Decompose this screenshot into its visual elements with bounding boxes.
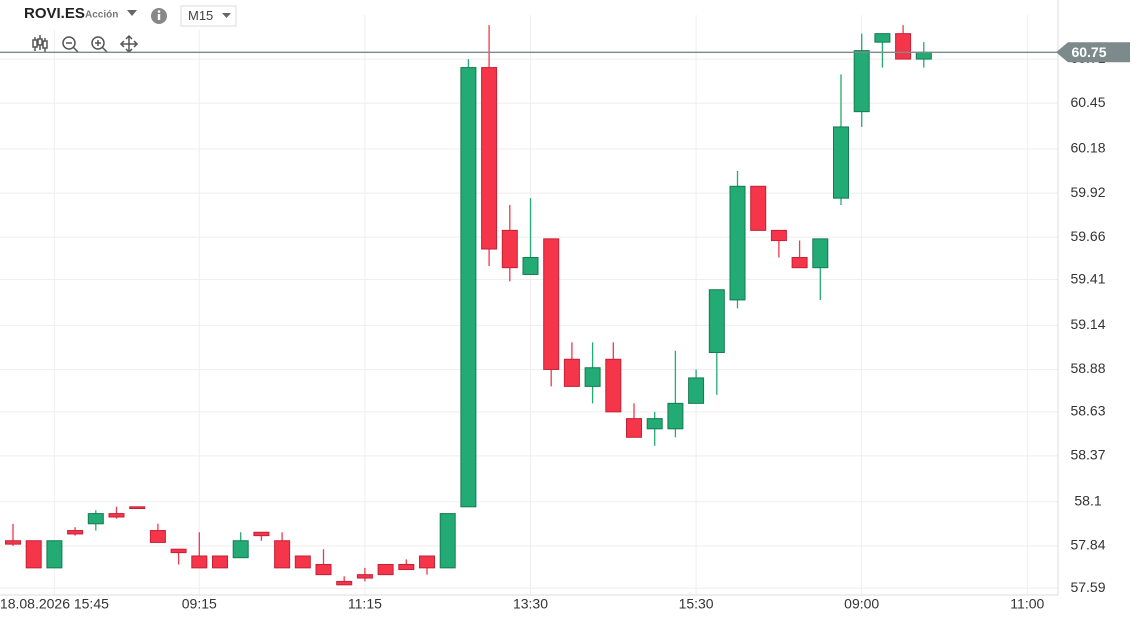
candle-body [626, 418, 642, 438]
x-tick-label: 11:00 [1010, 596, 1044, 612]
candle-body [274, 540, 291, 569]
x-tick-label: 11:15 [348, 596, 382, 612]
timeframe-dropdown [222, 13, 231, 18]
candle-body [25, 540, 42, 569]
candle-body [5, 540, 21, 545]
zoom-out-tool[interactable] [62, 36, 79, 53]
candle-body [791, 257, 808, 269]
candle-body [232, 540, 249, 559]
candles-tool[interactable] [32, 35, 48, 52]
candle-body [729, 185, 746, 301]
candle-body [212, 555, 228, 569]
candle-body [708, 289, 725, 353]
candle-body [315, 563, 332, 576]
y-tick-label: 59.41 [1070, 270, 1105, 286]
y-tick-label: 58.1 [1074, 492, 1101, 508]
y-tick-label: 58.63 [1070, 403, 1105, 419]
candle-body [833, 126, 849, 199]
candle-body [460, 67, 477, 508]
candle-body [336, 580, 353, 586]
candle-body [253, 531, 270, 537]
x-tick-label: 13:30 [513, 596, 548, 612]
candle-body [812, 238, 829, 269]
candle-body [522, 257, 539, 275]
x-tick-label: 15:30 [679, 596, 714, 612]
y-tick-label: 60.18 [1070, 140, 1105, 156]
candle-body [170, 548, 187, 554]
candle-body [605, 358, 622, 413]
x-tick-label: 18.08.2026 15:45 [0, 596, 109, 612]
candle-body [439, 513, 456, 569]
candle-body [481, 67, 498, 250]
toolbar [32, 34, 139, 54]
candle-body [646, 418, 663, 430]
timeframe-select[interactable] [180, 5, 237, 27]
timeframe: M15 [188, 8, 213, 23]
y-tick-label: 59.66 [1070, 228, 1105, 244]
candle-body [853, 50, 870, 113]
candle-body [356, 574, 373, 579]
x-tick-label: 09:15 [182, 596, 217, 612]
candle-body [87, 513, 104, 525]
pan-tool[interactable] [119, 34, 139, 54]
candle-body [543, 238, 560, 370]
zoom-in-tool[interactable] [91, 36, 108, 53]
candle-body [915, 51, 932, 60]
candle-body [191, 555, 208, 569]
candle-body [874, 33, 891, 43]
candle-body [67, 530, 84, 535]
instrument-type: Acción [85, 10, 118, 21]
y-tick-label: 59.14 [1070, 316, 1105, 332]
candle-body [419, 555, 435, 569]
candle-body [501, 229, 518, 269]
info-icon-dot [157, 10, 161, 13]
y-tick-label: 57.59 [1070, 579, 1105, 595]
candle-body [584, 367, 601, 387]
y-tick-label: 58.88 [1070, 360, 1105, 376]
candle-body [667, 402, 684, 430]
candle-body [770, 229, 787, 242]
symbol-dropdown[interactable] [127, 10, 137, 16]
candle-body [688, 377, 705, 404]
candle-body [895, 33, 912, 60]
y-tick-label: 57.84 [1070, 537, 1105, 553]
candle-body [149, 530, 166, 543]
candle-body [108, 513, 125, 518]
candle-body [563, 358, 580, 387]
candle-body [750, 185, 767, 231]
last-price-label: 60.75 [1071, 44, 1106, 60]
info-icon-i [157, 14, 161, 20]
y-tick-label: 60.45 [1070, 94, 1105, 110]
candle-body [377, 563, 394, 576]
candle-body [129, 506, 146, 510]
y-tick-label: 59.92 [1070, 184, 1105, 200]
symbol[interactable]: ROVI.ES [24, 5, 85, 22]
candle-body [294, 555, 311, 569]
plot-area: 57.59 57.84 58.1 58.37 58.63 58.88 59.14 59.41 5… [0, 0, 1106, 612]
candle-body [398, 563, 415, 571]
last-price-tag [1056, 42, 1130, 63]
x-tick-label: 09:00 [844, 596, 879, 612]
y-tick-label: 58.37 [1070, 447, 1105, 463]
candle-body [46, 540, 63, 569]
